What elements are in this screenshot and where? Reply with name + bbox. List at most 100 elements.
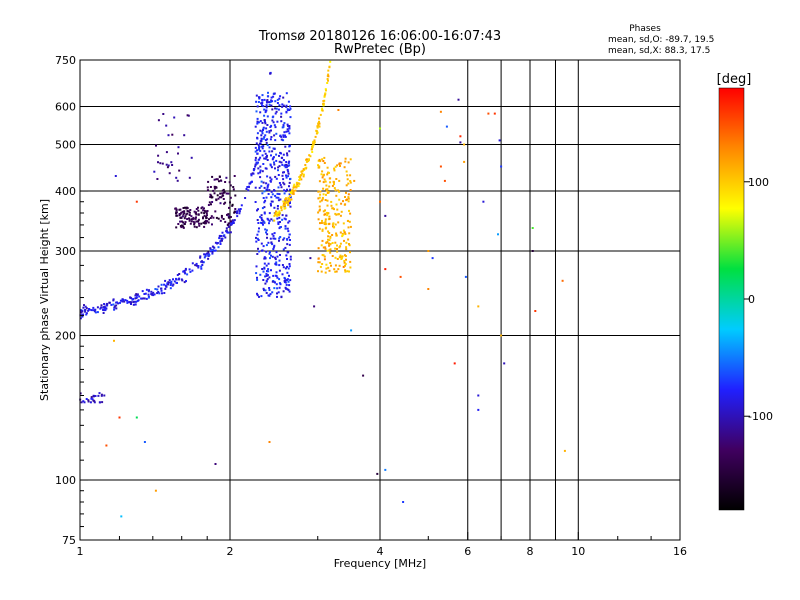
- echo-point: [203, 253, 206, 256]
- echo-point: [309, 257, 312, 260]
- echo-point: [219, 219, 222, 222]
- echo-point: [93, 401, 96, 404]
- echo-point: [292, 191, 295, 194]
- echo-point: [285, 254, 288, 257]
- echo-point: [221, 239, 223, 242]
- echo-point: [289, 255, 292, 258]
- echo-point: [329, 262, 332, 264]
- echo-point: [154, 288, 157, 290]
- echo-point: [273, 161, 275, 164]
- echo-point: [144, 292, 147, 295]
- echo-point: [323, 221, 326, 224]
- echo-point: [327, 79, 329, 82]
- echo-point: [326, 188, 329, 191]
- echo-point: [284, 198, 287, 201]
- y-tick-label: 75: [62, 534, 76, 547]
- echo-point: [100, 306, 103, 309]
- echo-point: [219, 192, 222, 195]
- echo-point: [276, 207, 279, 210]
- echo-point: [260, 249, 263, 252]
- echo-point: [195, 262, 198, 265]
- echo-point: [99, 307, 102, 310]
- echo-point: [227, 213, 230, 216]
- echo-point: [263, 114, 266, 117]
- echo-point: [271, 119, 274, 122]
- echo-point: [288, 109, 291, 111]
- echo-point: [262, 127, 265, 130]
- echo-point: [286, 238, 289, 241]
- echo-point: [82, 306, 85, 309]
- echo-point: [344, 270, 347, 273]
- echo-point: [277, 221, 280, 224]
- echo-point: [183, 210, 186, 213]
- echo-point: [183, 134, 186, 137]
- echo-point: [342, 229, 345, 232]
- echo-point: [282, 104, 285, 107]
- echo-point: [262, 287, 265, 290]
- echo-point: [284, 277, 287, 280]
- echo-point: [288, 181, 291, 184]
- echo-point: [257, 208, 259, 211]
- echo-point: [268, 103, 271, 106]
- echo-point: [150, 293, 153, 296]
- echo-point: [322, 210, 325, 213]
- echo-point: [331, 234, 334, 236]
- echo-point: [277, 223, 280, 225]
- echo-point: [227, 222, 230, 225]
- echo-point: [181, 215, 184, 218]
- echo-point: [334, 256, 337, 259]
- echo-point: [85, 312, 88, 315]
- echo-point: [104, 309, 107, 312]
- echo-point: [257, 167, 260, 170]
- echo-point: [259, 129, 262, 132]
- echo-point: [148, 289, 150, 292]
- echo-point: [317, 197, 320, 200]
- echo-point: [266, 236, 268, 239]
- echo-point: [90, 396, 93, 399]
- echo-point: [251, 172, 254, 175]
- echo-point: [221, 231, 224, 234]
- echo-point: [259, 165, 262, 168]
- echo-point: [164, 279, 167, 282]
- echo-point: [347, 193, 350, 196]
- echo-point: [141, 297, 144, 300]
- echo-point: [204, 222, 207, 225]
- echo-point: [336, 208, 339, 211]
- echo-point: [317, 261, 320, 264]
- echo-point: [197, 218, 200, 221]
- echo-point: [236, 210, 239, 213]
- echo-point: [285, 166, 288, 169]
- echo-point: [268, 131, 271, 134]
- echo-point: [310, 148, 313, 151]
- echo-point: [287, 230, 290, 233]
- echo-point: [274, 100, 277, 103]
- echo-point: [103, 305, 106, 308]
- echo-point: [343, 260, 346, 262]
- echo-point: [259, 149, 262, 152]
- echo-point: [274, 126, 277, 129]
- colorbar-tick-label: 0: [748, 293, 755, 306]
- echo-point: [259, 169, 262, 172]
- echo-point: [188, 211, 191, 214]
- echo-point: [427, 250, 430, 252]
- echo-point: [262, 197, 265, 199]
- echo-point: [258, 295, 260, 298]
- echo-point: [206, 220, 209, 223]
- echo-point: [262, 163, 265, 165]
- echo-point: [338, 198, 341, 201]
- echo-point: [171, 164, 174, 166]
- echo-point: [534, 310, 537, 312]
- echo-point: [186, 218, 189, 220]
- echo-point: [274, 167, 276, 170]
- echo-point: [323, 94, 326, 97]
- echo-point: [321, 198, 324, 201]
- echo-point: [344, 157, 347, 160]
- echo-point: [288, 150, 291, 153]
- echo-point: [200, 260, 203, 263]
- echo-point: [268, 219, 271, 222]
- echo-point: [190, 215, 193, 218]
- echo-point: [228, 181, 231, 184]
- echo-point: [101, 401, 104, 404]
- echo-point: [384, 268, 387, 271]
- echo-point: [156, 288, 159, 291]
